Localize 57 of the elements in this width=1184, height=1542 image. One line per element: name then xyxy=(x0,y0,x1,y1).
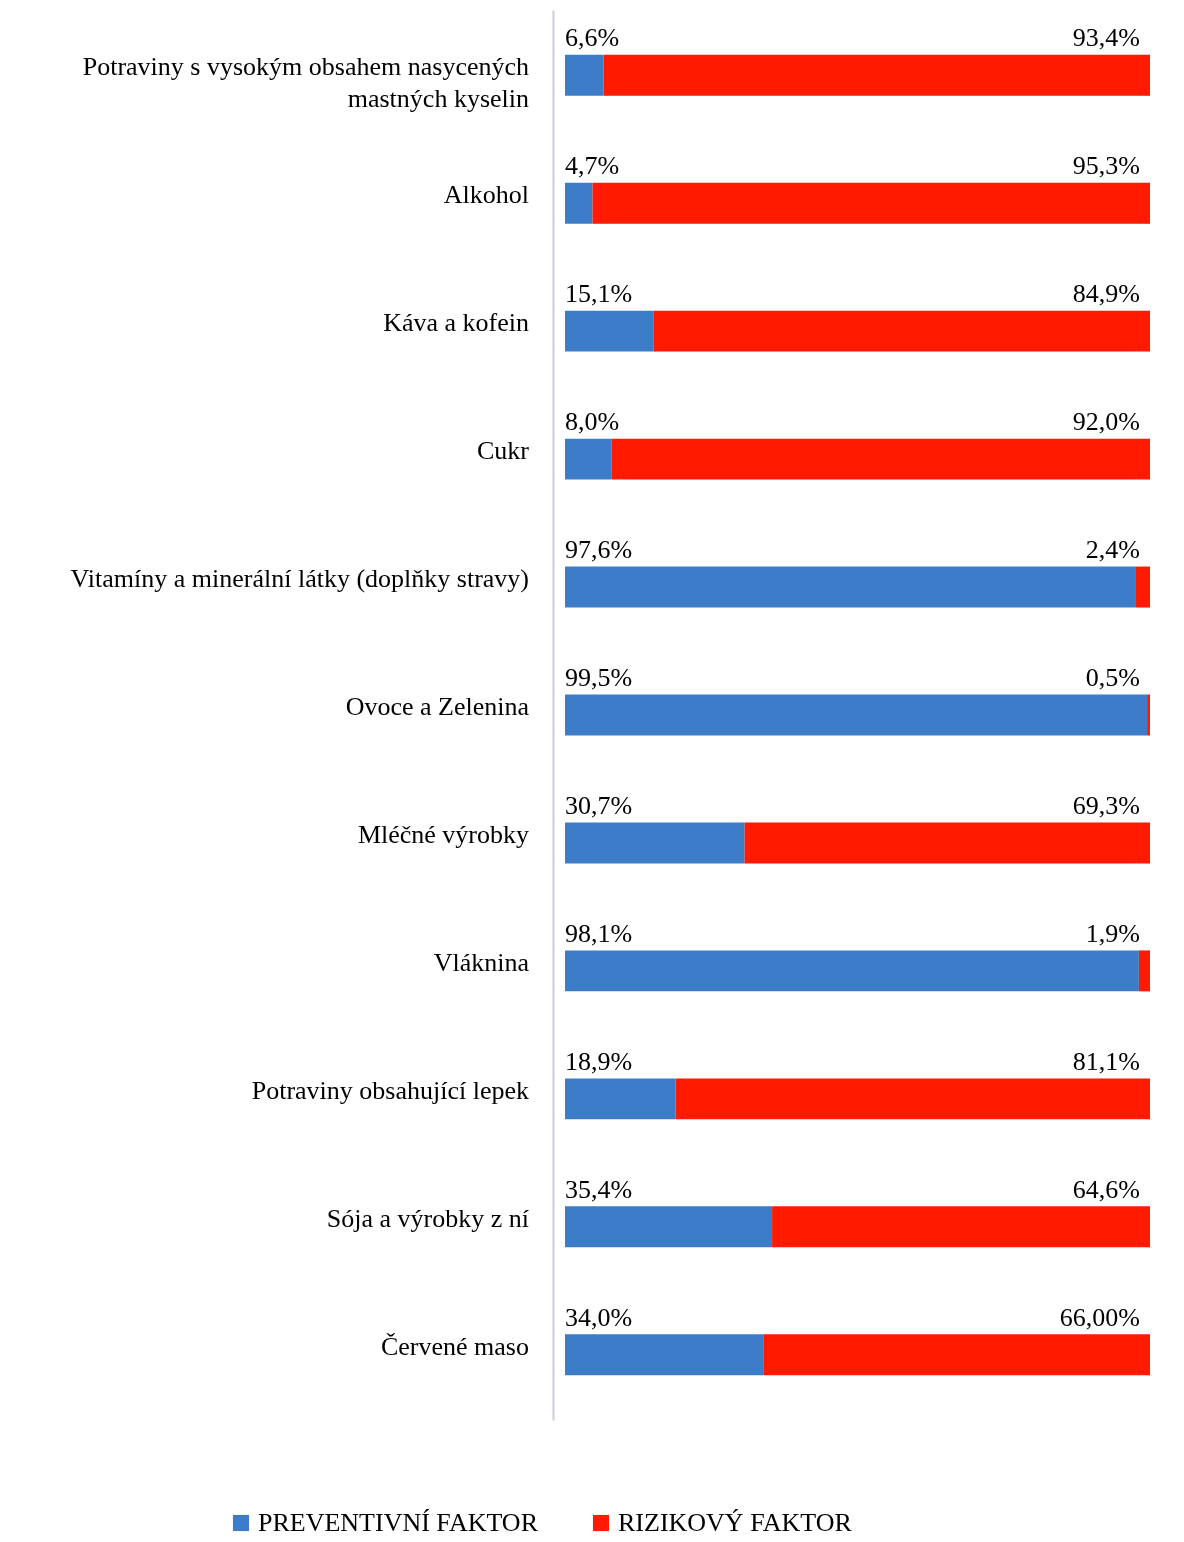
y-tick-label: Vláknina xyxy=(433,947,530,977)
data-label: 1,9% xyxy=(1085,918,1140,948)
data-label: 18,9% xyxy=(565,1046,633,1076)
data-label: 15,1% xyxy=(565,279,633,309)
bar xyxy=(565,566,1136,608)
data-label: 98,1% xyxy=(565,918,633,948)
bar xyxy=(565,54,604,96)
y-tick-label: Alkohol xyxy=(443,180,529,210)
data-label: 69,3% xyxy=(1072,790,1140,820)
data-label: 84,9% xyxy=(1072,279,1140,309)
bar xyxy=(1135,566,1150,608)
y-tick-label: Sója a výrobky z ní xyxy=(326,1203,529,1233)
data-label: 8,0% xyxy=(565,407,620,437)
y-tick-label: Červené maso xyxy=(380,1331,529,1361)
bar xyxy=(565,182,593,224)
bar xyxy=(565,822,745,864)
y-tick-label: Ovoce a Zelenina xyxy=(345,692,530,721)
bar xyxy=(565,1078,676,1120)
data-label: 6,6% xyxy=(565,23,620,53)
bar xyxy=(675,1078,1150,1120)
bar xyxy=(603,54,1150,96)
y-tick-label: Potraviny s vysokým obsahem nasycených mastných kyselin xyxy=(82,52,529,114)
data-label: 81,1% xyxy=(1072,1046,1140,1076)
data-label: 4,7% xyxy=(565,151,620,181)
y-tick-label: Potraviny obsahující lepek xyxy=(251,1075,529,1105)
data-label: 92,0% xyxy=(1072,407,1140,437)
y-tick-label: Káva a kofein xyxy=(383,308,529,338)
data-label: 97,6% xyxy=(565,535,633,565)
data-label: 35,4% xyxy=(565,1174,633,1204)
data-label: 93,4% xyxy=(1072,23,1140,53)
bar xyxy=(565,438,612,480)
bar xyxy=(611,438,1150,480)
y-tick-label: Mléčné výrobky xyxy=(357,819,529,849)
data-label: 0,5% xyxy=(1085,663,1140,692)
bar xyxy=(565,694,1148,736)
bar xyxy=(763,1334,1150,1376)
data-label: 30,7% xyxy=(565,790,633,820)
bar xyxy=(565,1206,773,1248)
data-label: 2,4% xyxy=(1085,535,1140,565)
bar xyxy=(565,310,654,352)
data-label: 64,6% xyxy=(1072,1174,1140,1204)
data-label: 34,0% xyxy=(565,1302,633,1332)
bar xyxy=(565,950,1139,992)
legend-label: PREVENTIVNÍ FAKTOR xyxy=(258,1508,539,1537)
bar xyxy=(1147,694,1150,736)
data-label: 99,5% xyxy=(565,663,633,692)
bar xyxy=(1138,950,1150,992)
y-tick-label: Cukr xyxy=(477,436,530,466)
bar xyxy=(592,182,1150,224)
data-label: 66,00% xyxy=(1059,1302,1140,1332)
data-label: 95,3% xyxy=(1072,151,1140,181)
bar xyxy=(772,1206,1150,1248)
bar xyxy=(565,1334,764,1376)
legend-label: RIZIKOVÝ FAKTOR xyxy=(618,1508,853,1537)
bar xyxy=(653,310,1150,352)
y-tick-label: Vitamíny a minerální látky (doplňky stravy) xyxy=(70,564,529,594)
bar xyxy=(744,822,1150,864)
